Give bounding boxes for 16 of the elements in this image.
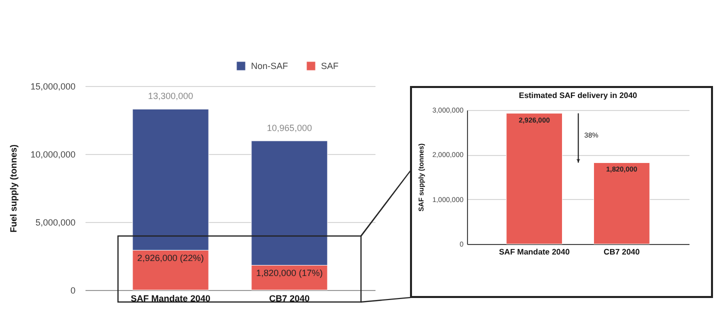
data-label: 1,820,000 (17%) (256, 268, 323, 278)
y-tick-label: 0 (70, 286, 76, 296)
y-tick-label: 5,000,000 (35, 218, 76, 228)
y-axis-title: Fuel supply (tonnes) (8, 144, 18, 233)
data-label: 2,926,000 (22%) (137, 253, 204, 264)
chart-title: Estimated SAF delivery in 2040 (518, 91, 638, 100)
total-label: 13,300,000 (148, 91, 194, 102)
x-tick-label: SAF Mandate 2040 (498, 248, 570, 256)
total-label: 10,965,000 (266, 122, 312, 133)
x-tick-label: CB7 2040 (604, 248, 640, 256)
y-tick-label: 15,000,000 (30, 82, 76, 92)
y-tick-label: 10,000,000 (30, 150, 76, 160)
legend-label: Non-SAF (251, 61, 289, 71)
x-tick-label: SAF Mandate 2040 (130, 294, 210, 304)
x-tick-label: CB7 2040 (269, 294, 310, 304)
legend-label: SAF (321, 61, 340, 71)
